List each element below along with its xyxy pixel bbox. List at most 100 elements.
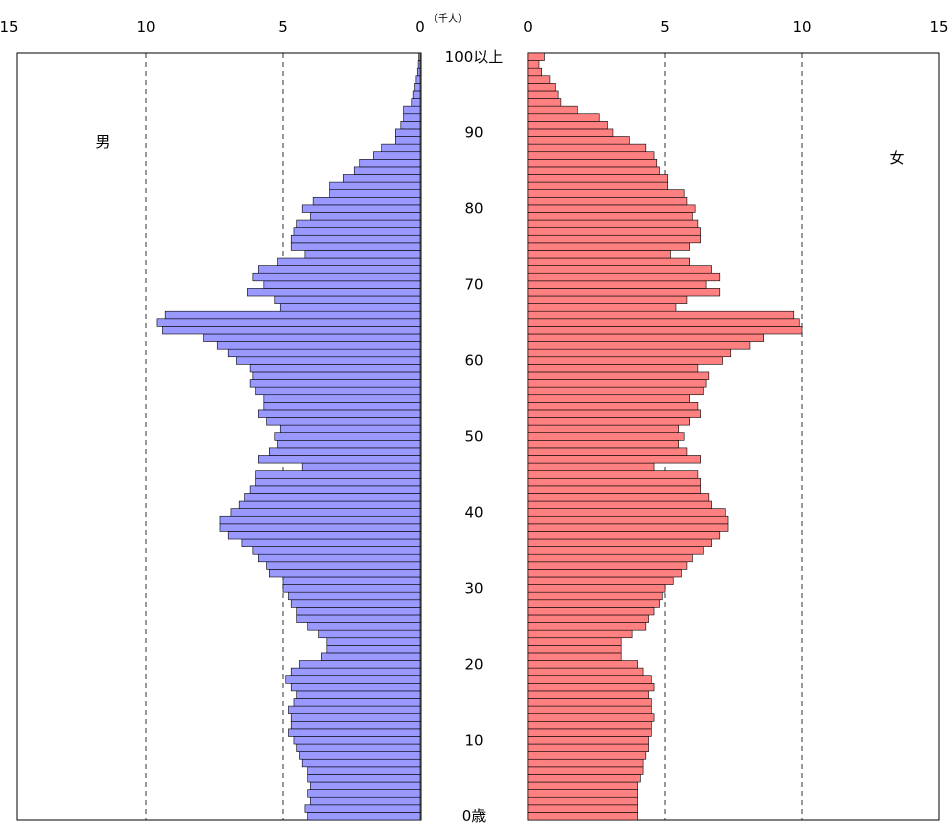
male-bar bbox=[359, 159, 421, 168]
male-bar bbox=[277, 257, 421, 266]
female-bar bbox=[527, 667, 644, 677]
male-bar bbox=[293, 698, 421, 707]
male-bar bbox=[285, 675, 421, 684]
male-bar bbox=[296, 690, 421, 699]
age-label: 20 bbox=[464, 655, 483, 673]
male-bar bbox=[310, 212, 421, 221]
male-bar bbox=[395, 128, 421, 137]
female-bar bbox=[527, 652, 622, 661]
male-bar bbox=[381, 143, 421, 153]
age-label: 70 bbox=[464, 276, 483, 294]
female-bar bbox=[527, 523, 729, 532]
female-x-tick-label: 10 bbox=[792, 18, 811, 36]
male-bar bbox=[227, 348, 421, 358]
female-bar bbox=[527, 379, 707, 388]
male-bar bbox=[230, 508, 421, 517]
female-bar bbox=[527, 128, 614, 137]
male-bar bbox=[301, 758, 421, 768]
male-bar bbox=[403, 113, 421, 122]
male-bar bbox=[400, 121, 421, 130]
male-bar bbox=[329, 189, 421, 198]
female-bar bbox=[527, 333, 764, 342]
male-bar bbox=[403, 105, 421, 115]
female-bar bbox=[527, 698, 652, 707]
female-bar bbox=[527, 713, 655, 722]
female-bar bbox=[527, 394, 690, 403]
male-bar bbox=[252, 272, 421, 282]
female-bar bbox=[527, 303, 677, 312]
male-bar bbox=[326, 637, 421, 646]
age-label: 0歳 bbox=[462, 807, 487, 825]
female-bar bbox=[527, 143, 647, 153]
male-bar bbox=[255, 470, 421, 479]
female-bar bbox=[527, 60, 540, 69]
male-bar bbox=[290, 234, 421, 244]
female-bar bbox=[527, 584, 666, 593]
female-x-tick-label: 15 bbox=[929, 18, 948, 36]
male-bar bbox=[301, 462, 421, 471]
age-label: 100以上 bbox=[445, 48, 504, 66]
female-bar bbox=[527, 386, 704, 396]
male-label: 男 bbox=[95, 133, 110, 151]
male-bar bbox=[304, 804, 421, 813]
male-bar bbox=[279, 303, 421, 312]
male-bar bbox=[418, 52, 421, 61]
male-bar bbox=[307, 766, 421, 775]
female-bar bbox=[527, 629, 633, 639]
male-bar bbox=[296, 743, 421, 752]
female-bar bbox=[527, 151, 655, 160]
female-bar bbox=[527, 500, 712, 509]
age-label: 90 bbox=[464, 124, 483, 142]
male-bar bbox=[279, 424, 421, 434]
female-bar bbox=[527, 174, 669, 183]
female-bar bbox=[527, 98, 562, 107]
female-bar bbox=[527, 83, 556, 92]
male-bar bbox=[263, 280, 421, 289]
female-bar bbox=[527, 250, 671, 259]
female-bar bbox=[527, 272, 721, 282]
female-bar bbox=[527, 561, 688, 570]
female-bar bbox=[527, 736, 649, 745]
female-bar bbox=[527, 455, 701, 464]
female-bar bbox=[527, 614, 649, 623]
male-bar bbox=[263, 394, 421, 403]
female-bar bbox=[527, 341, 751, 350]
male-bar bbox=[266, 417, 421, 426]
male-bar bbox=[249, 364, 421, 373]
male-bar bbox=[258, 409, 421, 418]
male-bar bbox=[162, 326, 421, 335]
male-gridlines bbox=[145, 53, 284, 820]
age-label: 50 bbox=[464, 428, 483, 446]
female-bar bbox=[527, 424, 679, 434]
male-bar bbox=[255, 386, 421, 396]
female-bar bbox=[527, 166, 660, 175]
female-bar bbox=[527, 280, 707, 289]
male-bar bbox=[244, 493, 421, 502]
female-bar bbox=[527, 796, 638, 806]
male-bar bbox=[307, 622, 421, 631]
female-bar bbox=[527, 477, 701, 487]
male-bar bbox=[238, 500, 421, 509]
male-bar bbox=[277, 439, 421, 449]
male-x-tick-labels: 15 10 5 0 bbox=[0, 18, 425, 36]
female-bar bbox=[527, 599, 660, 608]
male-bar bbox=[249, 485, 421, 494]
male-bar bbox=[353, 166, 421, 175]
female-bar bbox=[527, 181, 669, 190]
male-bar bbox=[301, 204, 421, 213]
female-bar bbox=[527, 318, 800, 327]
male-bar bbox=[255, 477, 421, 487]
male-bar bbox=[268, 447, 421, 456]
female-x-tick-label: 0 bbox=[523, 18, 533, 36]
unit-label: （千人） bbox=[428, 13, 468, 25]
female-bar bbox=[527, 371, 710, 380]
male-x-tick-label: 10 bbox=[136, 18, 155, 36]
male-bar bbox=[299, 751, 421, 760]
male-bar bbox=[282, 576, 421, 585]
age-label: 80 bbox=[464, 200, 483, 218]
male-bar bbox=[307, 812, 421, 821]
male-bar bbox=[415, 75, 421, 84]
female-bar bbox=[527, 113, 600, 122]
male-bar bbox=[412, 90, 421, 99]
female-bar bbox=[527, 402, 699, 411]
